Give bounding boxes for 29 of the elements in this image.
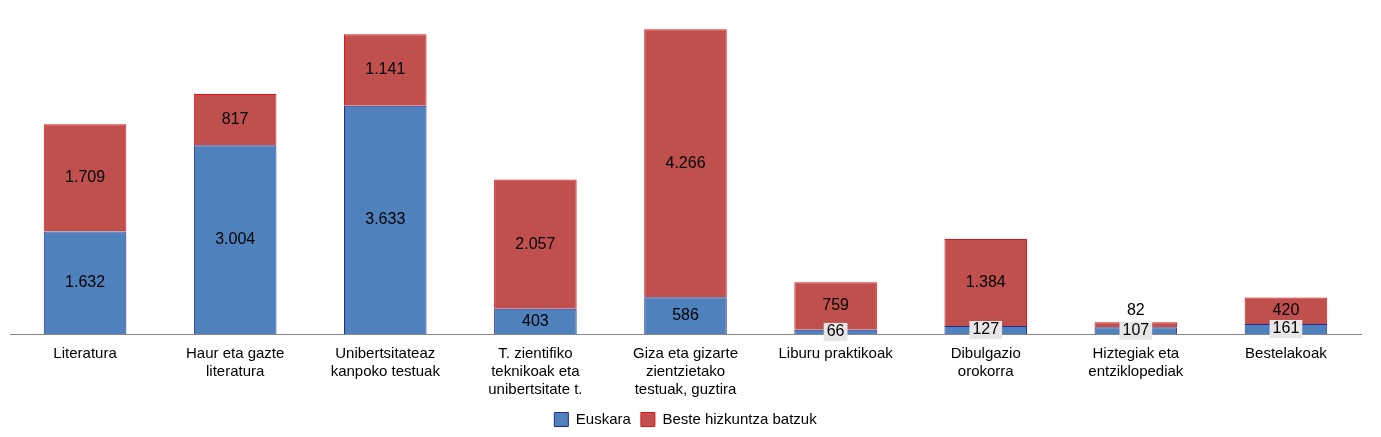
x-tick-label: Bestelakoak bbox=[1245, 344, 1328, 362]
data-label: 403 bbox=[522, 311, 549, 329]
data-label: 1.141 bbox=[365, 60, 406, 78]
x-tick-label: Haur eta gazte literatura bbox=[185, 344, 285, 380]
data-label: 1.632 bbox=[65, 273, 106, 291]
x-tick-label: Literatura bbox=[53, 344, 118, 362]
data-label: 3.004 bbox=[215, 230, 256, 248]
data-label: 161 bbox=[1272, 319, 1300, 337]
data-label: 127 bbox=[972, 320, 1000, 338]
x-tick-label: Liburu praktikoak bbox=[778, 344, 894, 362]
data-label: 3.633 bbox=[365, 210, 406, 228]
x-tick-label: T. zientifiko teknikoak eta unibertsitate t. bbox=[488, 344, 583, 398]
data-label: 2.057 bbox=[515, 234, 556, 252]
x-tick-label: Dibulgazio orokorra bbox=[950, 344, 1021, 380]
x-tick-label: Hiztegiak eta entziklopediak bbox=[1088, 344, 1184, 380]
data-label: 4.266 bbox=[665, 153, 706, 171]
x-tick-label: Giza eta gizarte zientzietako testuak, guztira bbox=[632, 344, 739, 398]
legend-label: Euskara bbox=[575, 409, 632, 427]
data-label: 1.384 bbox=[965, 272, 1006, 290]
data-label: 82 bbox=[1126, 300, 1145, 318]
data-label: 66 bbox=[826, 322, 845, 340]
data-label: 1.709 bbox=[65, 168, 106, 186]
x-tick-label: Unibertsitateaz kanpoko testuak bbox=[330, 344, 441, 380]
data-label: 586 bbox=[672, 306, 699, 324]
data-label: 107 bbox=[1122, 321, 1150, 339]
data-label: 817 bbox=[221, 110, 249, 128]
data-label: 759 bbox=[822, 296, 850, 314]
legend-label: Beste hizkuntza batzuk bbox=[662, 409, 818, 427]
data-label: 420 bbox=[1272, 301, 1300, 319]
